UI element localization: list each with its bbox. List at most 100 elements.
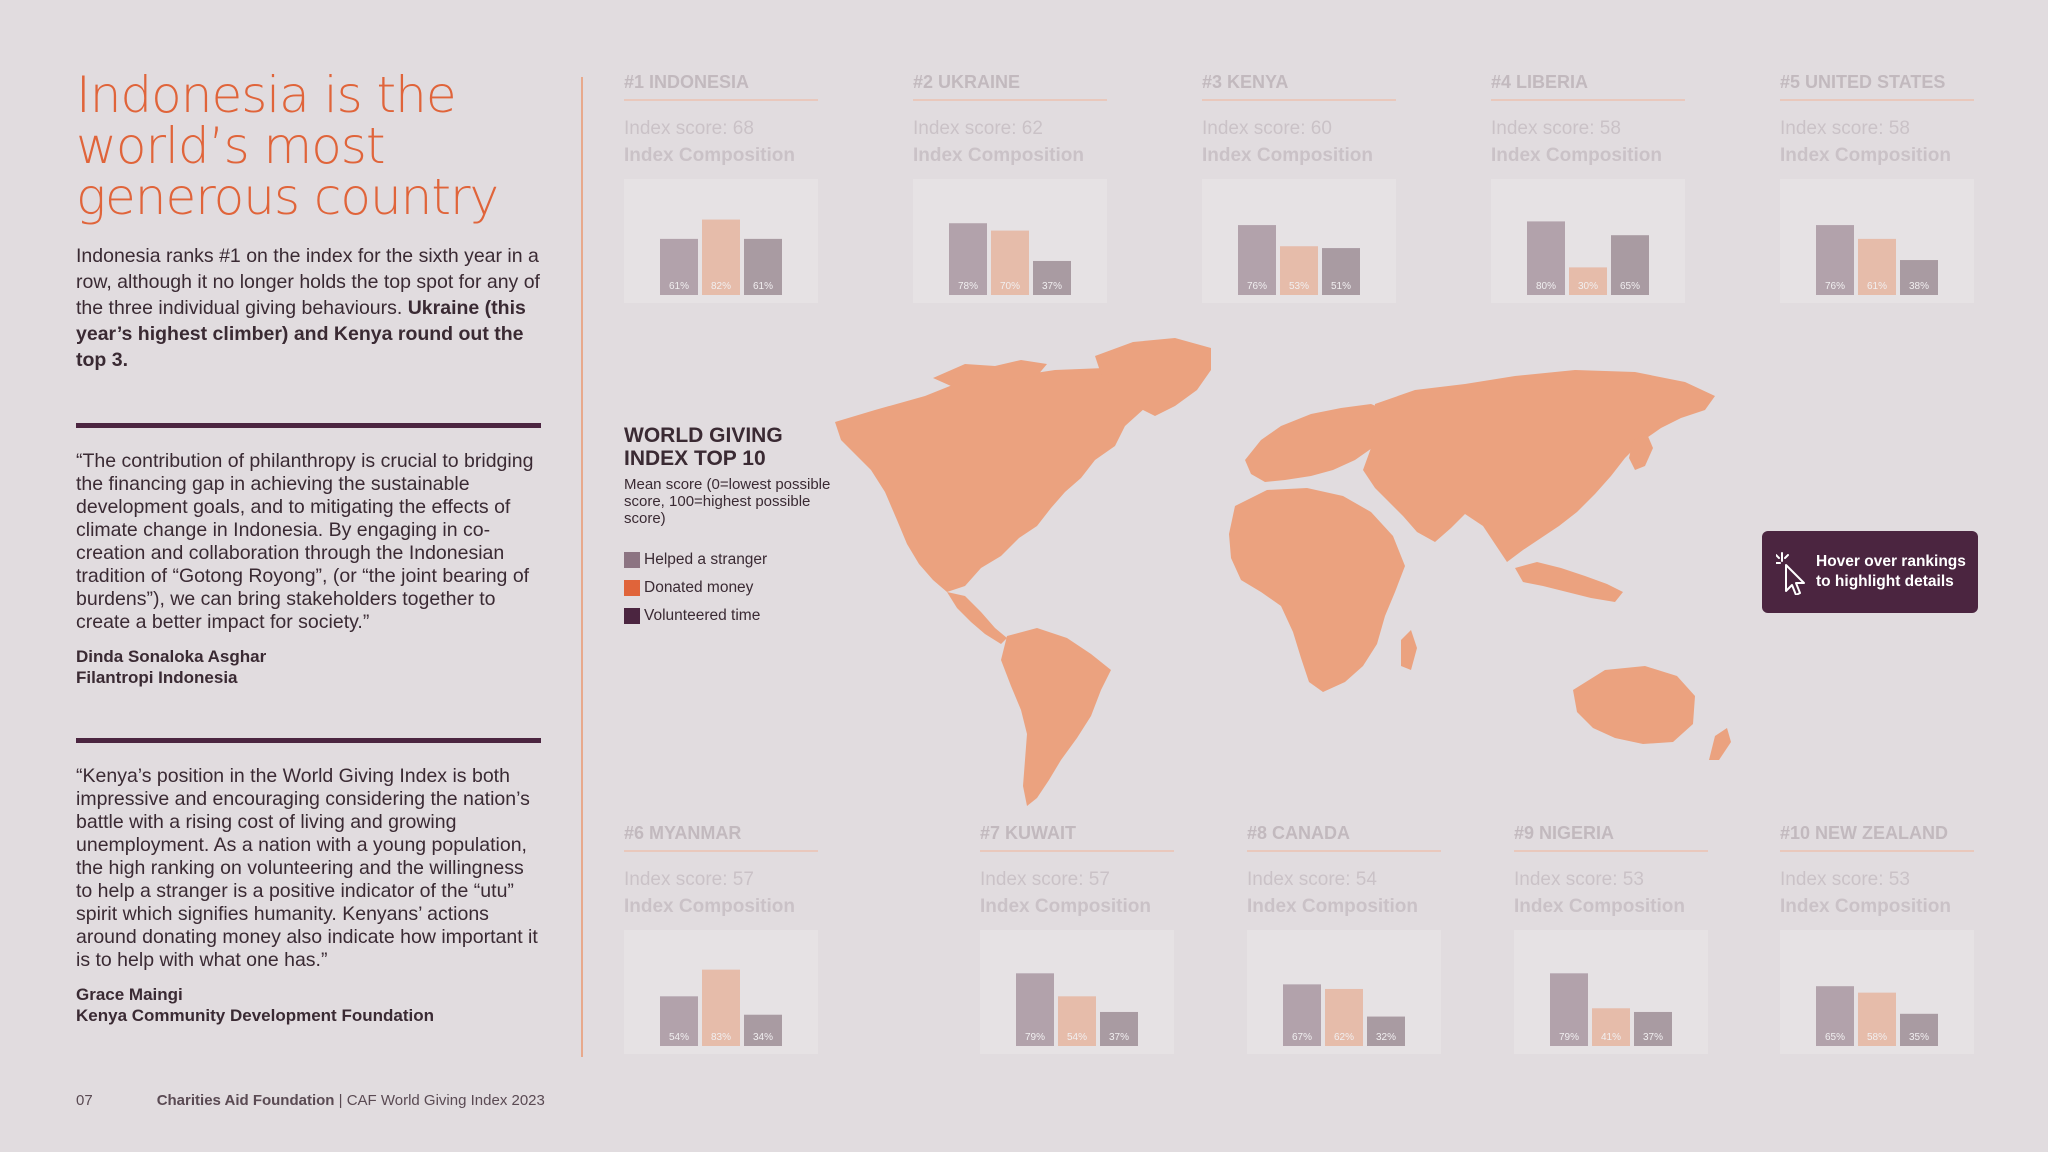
ranking-card[interactable]: #4 LIBERIA Index score: 58 Index Compositi… (1491, 72, 1685, 303)
bar-volunteered (1611, 235, 1649, 295)
bar-value-label: 78% (958, 281, 978, 292)
legend-item-donated: Donated money (624, 579, 834, 597)
quote-author: Dinda Sonaloka Asghar (76, 647, 267, 666)
card-index-score: Index score: 54 (1247, 868, 1441, 892)
bar-value-label: 61% (669, 281, 689, 292)
legend-subtitle: Mean score (0=lowest possible score, 100… (624, 476, 831, 527)
legend-label: Helped a stranger (644, 551, 768, 568)
card-index-score: Index score: 53 (1514, 868, 1708, 892)
intro-text: Indonesia ranks #1 on the index for the … (76, 245, 540, 319)
ranking-card[interactable]: #7 KUWAIT Index score: 57 Index Compositio… (980, 823, 1174, 1054)
bar-value-label: 79% (1559, 1032, 1579, 1043)
legend-item-helped: Helped a stranger (624, 551, 834, 569)
bar-helped (660, 238, 698, 295)
legend-swatch (624, 552, 640, 568)
hover-hint-tooltip: Hover over rankings to highlight details (1762, 531, 1978, 613)
card-title: #3 KENYA (1202, 72, 1396, 101)
bar-volunteered (1322, 248, 1360, 295)
legend-label: Donated money (644, 579, 754, 596)
ranking-card[interactable]: #3 KENYA Index score: 60 Index Composition… (1202, 72, 1396, 303)
bar-donated (1592, 1008, 1630, 1046)
bar-donated (702, 969, 740, 1046)
bar-volunteered (1634, 1011, 1672, 1046)
bar-helped (1283, 984, 1321, 1046)
ranking-card[interactable]: #1 INDONESIA Index score: 68 Index Composi… (624, 72, 818, 303)
bar-value-label: 80% (1536, 281, 1556, 292)
quote-organisation: Filantropi Indonesia (76, 668, 238, 687)
footer-separator: | (334, 1092, 347, 1109)
map-south-america (1001, 628, 1111, 806)
score-label: Index score: (980, 869, 1084, 890)
bar-value-label: 61% (753, 281, 773, 292)
bar-value-label: 65% (1825, 1032, 1845, 1043)
footer-publication: CAF World Giving Index 2023 (346, 1092, 545, 1109)
bar-value-label: 83% (711, 1032, 731, 1043)
ranking-card[interactable]: #2 UKRAINE Index score: 62 Index Compositi… (913, 72, 1107, 303)
bar-value-label: 79% (1025, 1032, 1045, 1043)
card-composition-label: Index Composition (624, 145, 795, 166)
map-legend: WORLD GIVING INDEX TOP 10 Mean score (0=… (624, 424, 834, 635)
bar-value-label: 41% (1601, 1032, 1621, 1043)
composition-bar-chart: 65% 58% 35% (1780, 930, 1974, 1054)
ranking-card[interactable]: #6 MYANMAR Index score: 57 Index Compositi… (624, 823, 818, 1054)
bar-volunteered (1033, 260, 1071, 295)
bar-value-label: 82% (711, 281, 731, 292)
card-index-score: Index score: 58 (1780, 117, 1974, 141)
card-index-score: Index score: 60 (1202, 117, 1396, 141)
bar-helped (1238, 225, 1276, 295)
bar-value-label: 67% (1292, 1032, 1312, 1043)
quote-organisation: Kenya Community Development Foundation (76, 1006, 434, 1025)
bar-volunteered (1367, 1016, 1405, 1046)
card-index-score: Index score: 62 (913, 117, 1107, 141)
bar-value-label: 37% (1643, 1032, 1663, 1043)
bar-donated (991, 230, 1029, 295)
bar-donated (702, 219, 740, 295)
card-title: #10 NEW ZEALAND (1780, 823, 1974, 852)
bar-helped (1527, 221, 1565, 295)
bar-donated (1858, 992, 1896, 1046)
card-title: #1 INDONESIA (624, 72, 818, 101)
map-north-america (835, 364, 1185, 592)
legend-title: WORLD GIVING INDEX TOP 10 (624, 424, 783, 470)
bar-volunteered (744, 238, 782, 295)
ranking-card[interactable]: #10 NEW ZEALAND Index score: 53 Index Comp… (1780, 823, 1974, 1054)
card-title: #5 UNITED STATES (1780, 72, 1974, 101)
bar-value-label: 76% (1247, 281, 1267, 292)
map-asia (1363, 370, 1715, 562)
composition-bar-chart: 76% 61% 38% (1780, 179, 1974, 303)
legend-swatch (624, 608, 640, 624)
composition-bar-chart: 76% 53% 51% (1202, 179, 1396, 303)
score-value: 53 (1622, 869, 1644, 890)
card-composition-label: Index Composition (1491, 145, 1662, 166)
score-value: 68 (732, 118, 754, 139)
page-number: 07 (76, 1092, 93, 1109)
bar-volunteered (744, 1014, 782, 1046)
bar-value-label: 54% (669, 1032, 689, 1043)
bar-value-label: 34% (753, 1032, 773, 1043)
bar-donated (1280, 246, 1318, 295)
card-index-score: Index score: 57 (624, 868, 818, 892)
score-label: Index score: (624, 869, 728, 890)
quote-text: “The contribution of philanthropy is cru… (76, 450, 534, 633)
bar-value-label: 30% (1578, 281, 1598, 292)
composition-bar-chart: 61% 82% 61% (624, 179, 818, 303)
bar-value-label: 70% (1000, 281, 1020, 292)
column-divider (581, 77, 583, 1057)
card-index-score: Index score: 68 (624, 117, 818, 141)
ranking-card[interactable]: #5 UNITED STATES Index score: 58 Index Com… (1780, 72, 1974, 303)
composition-bar-chart: 79% 41% 37% (1514, 930, 1708, 1054)
score-value: 62 (1021, 118, 1043, 139)
score-value: 57 (732, 869, 754, 890)
bar-helped (1550, 973, 1588, 1046)
ranking-card[interactable]: #9 NIGERIA Index score: 53 Index Compositi… (1514, 823, 1708, 1054)
map-greenland (1095, 338, 1211, 416)
bar-donated (1058, 996, 1096, 1046)
composition-bar-chart: 78% 70% 37% (913, 179, 1107, 303)
intro-paragraph: Indonesia ranks #1 on the index for the … (76, 243, 542, 373)
score-value: 53 (1888, 869, 1910, 890)
ranking-card[interactable]: #8 CANADA Index score: 54 Index Compositio… (1247, 823, 1441, 1054)
bar-value-label: 54% (1067, 1032, 1087, 1043)
map-canadian-islands (933, 360, 1047, 386)
score-label: Index score: (1514, 869, 1618, 890)
card-composition-label: Index Composition (1780, 896, 1951, 917)
